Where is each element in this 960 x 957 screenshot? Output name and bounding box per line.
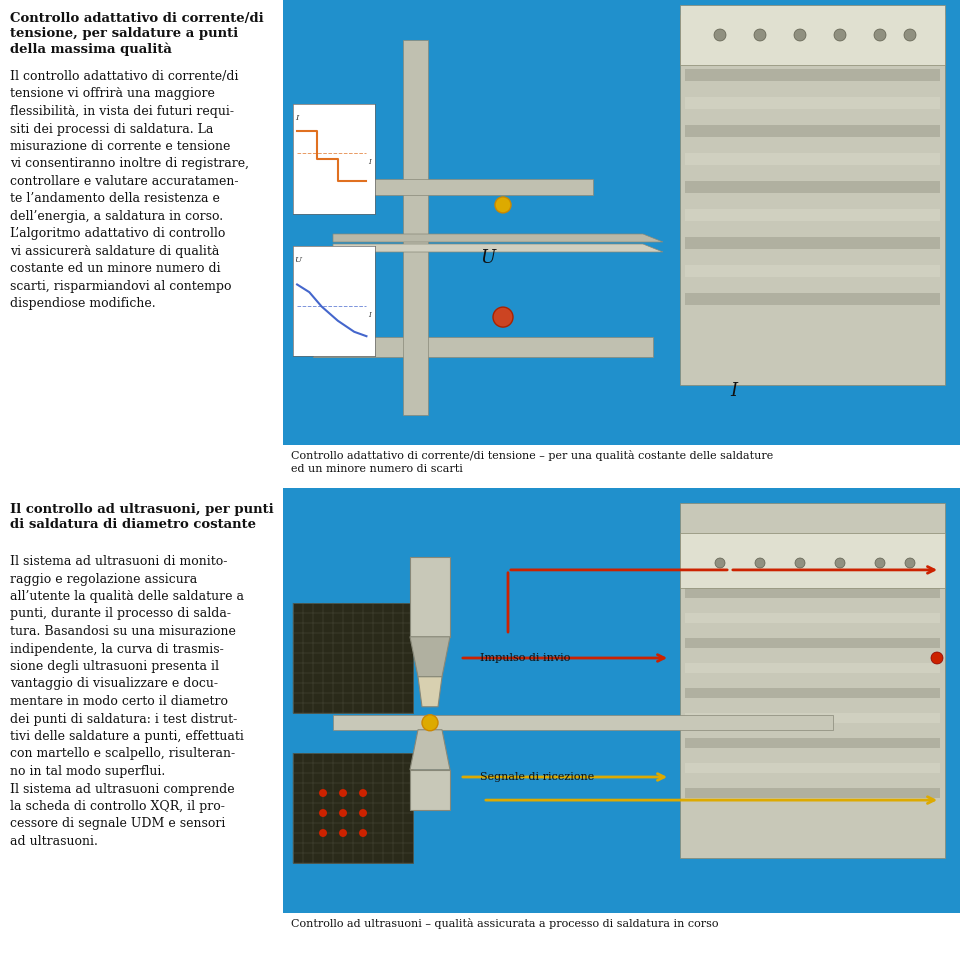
Circle shape	[754, 29, 766, 41]
Bar	[685, 265, 940, 277]
Bar	[403, 40, 428, 415]
Bar	[685, 563, 940, 573]
Bar	[680, 5, 945, 65]
Circle shape	[874, 29, 886, 41]
Text: Controllo adattativo di corrente/di tensione – per una qualità costante delle sa: Controllo adattativo di corrente/di tens…	[291, 450, 773, 474]
Circle shape	[495, 197, 511, 212]
Bar	[685, 713, 940, 723]
Bar	[685, 638, 940, 648]
Bar	[685, 181, 940, 193]
Text: U: U	[480, 249, 495, 267]
Bar	[685, 738, 940, 748]
Circle shape	[794, 29, 806, 41]
Polygon shape	[410, 730, 450, 769]
Bar	[685, 688, 940, 698]
Bar	[685, 763, 940, 773]
Circle shape	[904, 29, 916, 41]
Circle shape	[359, 789, 367, 797]
Bar	[685, 237, 940, 249]
Circle shape	[795, 558, 805, 568]
Circle shape	[339, 789, 347, 797]
Text: I: I	[295, 114, 298, 122]
Circle shape	[319, 809, 327, 817]
Polygon shape	[333, 244, 663, 252]
Bar	[685, 41, 940, 53]
Polygon shape	[410, 636, 450, 677]
Text: I: I	[368, 158, 371, 167]
Bar	[283, 488, 960, 913]
Text: Il controllo adattativo di corrente/di
tensione vi offrirà una maggiore
flessibi: Il controllo adattativo di corrente/di t…	[10, 70, 249, 310]
Bar	[293, 753, 413, 863]
Bar	[685, 293, 940, 305]
Text: Controllo adattativo di corrente/di
tensione, per saldature a punti
della massim: Controllo adattativo di corrente/di tens…	[10, 12, 264, 56]
Circle shape	[714, 29, 726, 41]
Circle shape	[493, 307, 513, 327]
Bar	[410, 557, 450, 636]
Bar	[680, 15, 945, 385]
Circle shape	[359, 829, 367, 837]
Circle shape	[875, 558, 885, 568]
Bar	[293, 603, 413, 713]
Circle shape	[339, 809, 347, 817]
Bar	[333, 715, 833, 730]
Circle shape	[339, 829, 347, 837]
Circle shape	[835, 558, 845, 568]
Circle shape	[755, 558, 765, 568]
Circle shape	[422, 715, 438, 731]
Circle shape	[834, 29, 846, 41]
Polygon shape	[333, 234, 663, 242]
Bar	[685, 153, 940, 165]
Bar	[685, 663, 940, 673]
Bar	[680, 533, 945, 588]
Bar	[283, 0, 960, 445]
Circle shape	[931, 652, 943, 664]
Circle shape	[319, 829, 327, 837]
Bar	[313, 179, 593, 195]
Circle shape	[715, 558, 725, 568]
Bar	[410, 769, 450, 810]
Bar	[680, 503, 945, 858]
Bar	[685, 97, 940, 109]
Circle shape	[905, 558, 915, 568]
Text: I: I	[368, 311, 371, 320]
Bar	[685, 209, 940, 221]
Text: Il sistema ad ultrasuoni di monito-
raggio e regolazione assicura
all’utente la : Il sistema ad ultrasuoni di monito- ragg…	[10, 555, 244, 848]
Text: I: I	[730, 382, 737, 399]
Text: U: U	[295, 256, 301, 264]
Bar	[685, 125, 940, 137]
Bar	[313, 337, 653, 357]
Text: Segnale di ricezione: Segnale di ricezione	[480, 772, 594, 782]
Bar	[685, 788, 940, 798]
Bar	[685, 613, 940, 623]
Circle shape	[319, 789, 327, 797]
Text: Impulso di invio: Impulso di invio	[480, 653, 570, 663]
Text: Controllo ad ultrasuoni – qualità assicurata a processo di saldatura in corso: Controllo ad ultrasuoni – qualità assicu…	[291, 918, 718, 929]
Bar	[685, 69, 940, 81]
Polygon shape	[418, 677, 442, 707]
Bar	[685, 588, 940, 598]
Text: Il controllo ad ultrasuoni, per punti
di saldatura di diametro costante: Il controllo ad ultrasuoni, per punti di…	[10, 503, 274, 531]
Circle shape	[359, 809, 367, 817]
